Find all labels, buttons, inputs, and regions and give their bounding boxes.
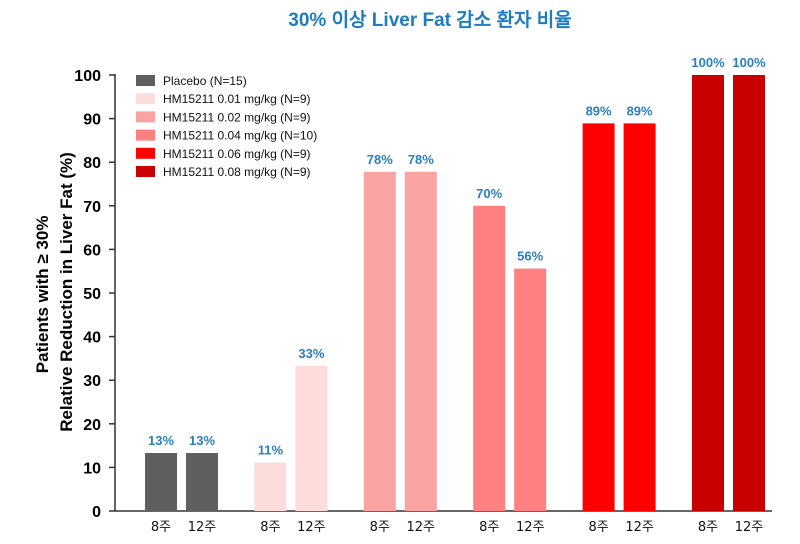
x-tick-label: 12주: [407, 520, 436, 535]
x-tick-label: 8주: [370, 520, 390, 535]
bar: [582, 123, 615, 512]
legend: Placebo (N=15) HM15211 0.01 mg/kg (N=9) HM…: [136, 74, 317, 179]
y-tick-label: 90: [83, 112, 101, 129]
y-tick-label: 10: [83, 460, 101, 477]
x-tick-label: 8주: [151, 520, 171, 535]
data-label: 89%: [627, 103, 653, 118]
legend-swatch: [136, 93, 155, 105]
bar: [514, 268, 547, 511]
chart-title: 30% 이상 Liver Fat 감소 환자 비율: [288, 9, 571, 31]
y-tick-label: 100: [74, 68, 101, 85]
y-tick-label: 40: [83, 330, 101, 347]
x-tick-label: 12주: [625, 520, 654, 535]
x-tick-label: 12주: [516, 520, 545, 535]
legend-label: HM15211 0.01 mg/kg (N=9): [163, 92, 311, 106]
legend-label: Placebo (N=15): [163, 74, 247, 88]
axes: 0 10 20 30 40 50 60 70 80 90 100: [74, 68, 772, 521]
legend-swatch: [136, 111, 155, 123]
data-label: 100%: [732, 55, 766, 70]
x-tick-label: 12주: [297, 520, 326, 535]
bar: [623, 123, 656, 512]
y-axis-label-line-1: Patients with ≥ 30%: [33, 216, 52, 374]
y-tick-label: 0: [92, 504, 101, 521]
data-label: 70%: [476, 186, 502, 201]
y-tick-label: 50: [83, 286, 101, 303]
y-tick-label: 80: [83, 155, 101, 172]
data-label: 89%: [586, 103, 612, 118]
y-axis-label-line-2: Relative Reduction in Liver Fat (%): [57, 152, 76, 432]
y-tick-label: 70: [83, 199, 101, 216]
bar: [733, 75, 765, 511]
bar: [145, 453, 177, 511]
data-label: 78%: [367, 152, 393, 167]
x-tick-label: 12주: [188, 520, 217, 535]
data-label: 11%: [258, 443, 284, 458]
data-label: 100%: [691, 55, 725, 70]
bar: [363, 171, 396, 512]
legend-swatch: [136, 75, 155, 86]
bar: [254, 462, 287, 511]
data-label: 13%: [148, 433, 174, 448]
x-tick-label: 12주: [735, 520, 764, 535]
x-tick-label: 8주: [479, 520, 499, 535]
legend-swatch: [136, 166, 155, 177]
x-tick-label: 8주: [260, 520, 280, 535]
legend-swatch: [136, 147, 155, 159]
data-label: 33%: [298, 346, 324, 361]
y-axis-label: Patients with ≥ 30% Relative Reduction i…: [33, 152, 76, 432]
legend-label: HM15211 0.08 mg/kg (N=9): [163, 165, 311, 179]
y-tick-label: 20: [83, 417, 101, 434]
legend-label: HM15211 0.02 mg/kg (N=9): [163, 110, 311, 124]
y-tick-label: 60: [83, 242, 101, 259]
bar: [295, 365, 328, 511]
bar: [473, 205, 506, 512]
legend-label: HM15211 0.06 mg/kg (N=9): [163, 147, 311, 161]
data-label: 13%: [189, 433, 215, 448]
y-tick-label: 30: [83, 373, 101, 390]
bar: [186, 453, 218, 511]
legend-swatch: [136, 129, 155, 141]
legend-label: HM15211 0.04 mg/kg (N=10): [163, 129, 317, 143]
bar: [692, 75, 724, 511]
data-label: 56%: [517, 249, 543, 264]
bars: 13% 8주 13% 12주 11% 8주 33% 12주 78% 8주 78% 12주 70% 8주 56…: [145, 55, 766, 535]
x-tick-label: 8주: [588, 520, 608, 535]
data-label: 78%: [408, 152, 434, 167]
bar: [404, 171, 437, 512]
x-tick-label: 8주: [698, 520, 718, 535]
